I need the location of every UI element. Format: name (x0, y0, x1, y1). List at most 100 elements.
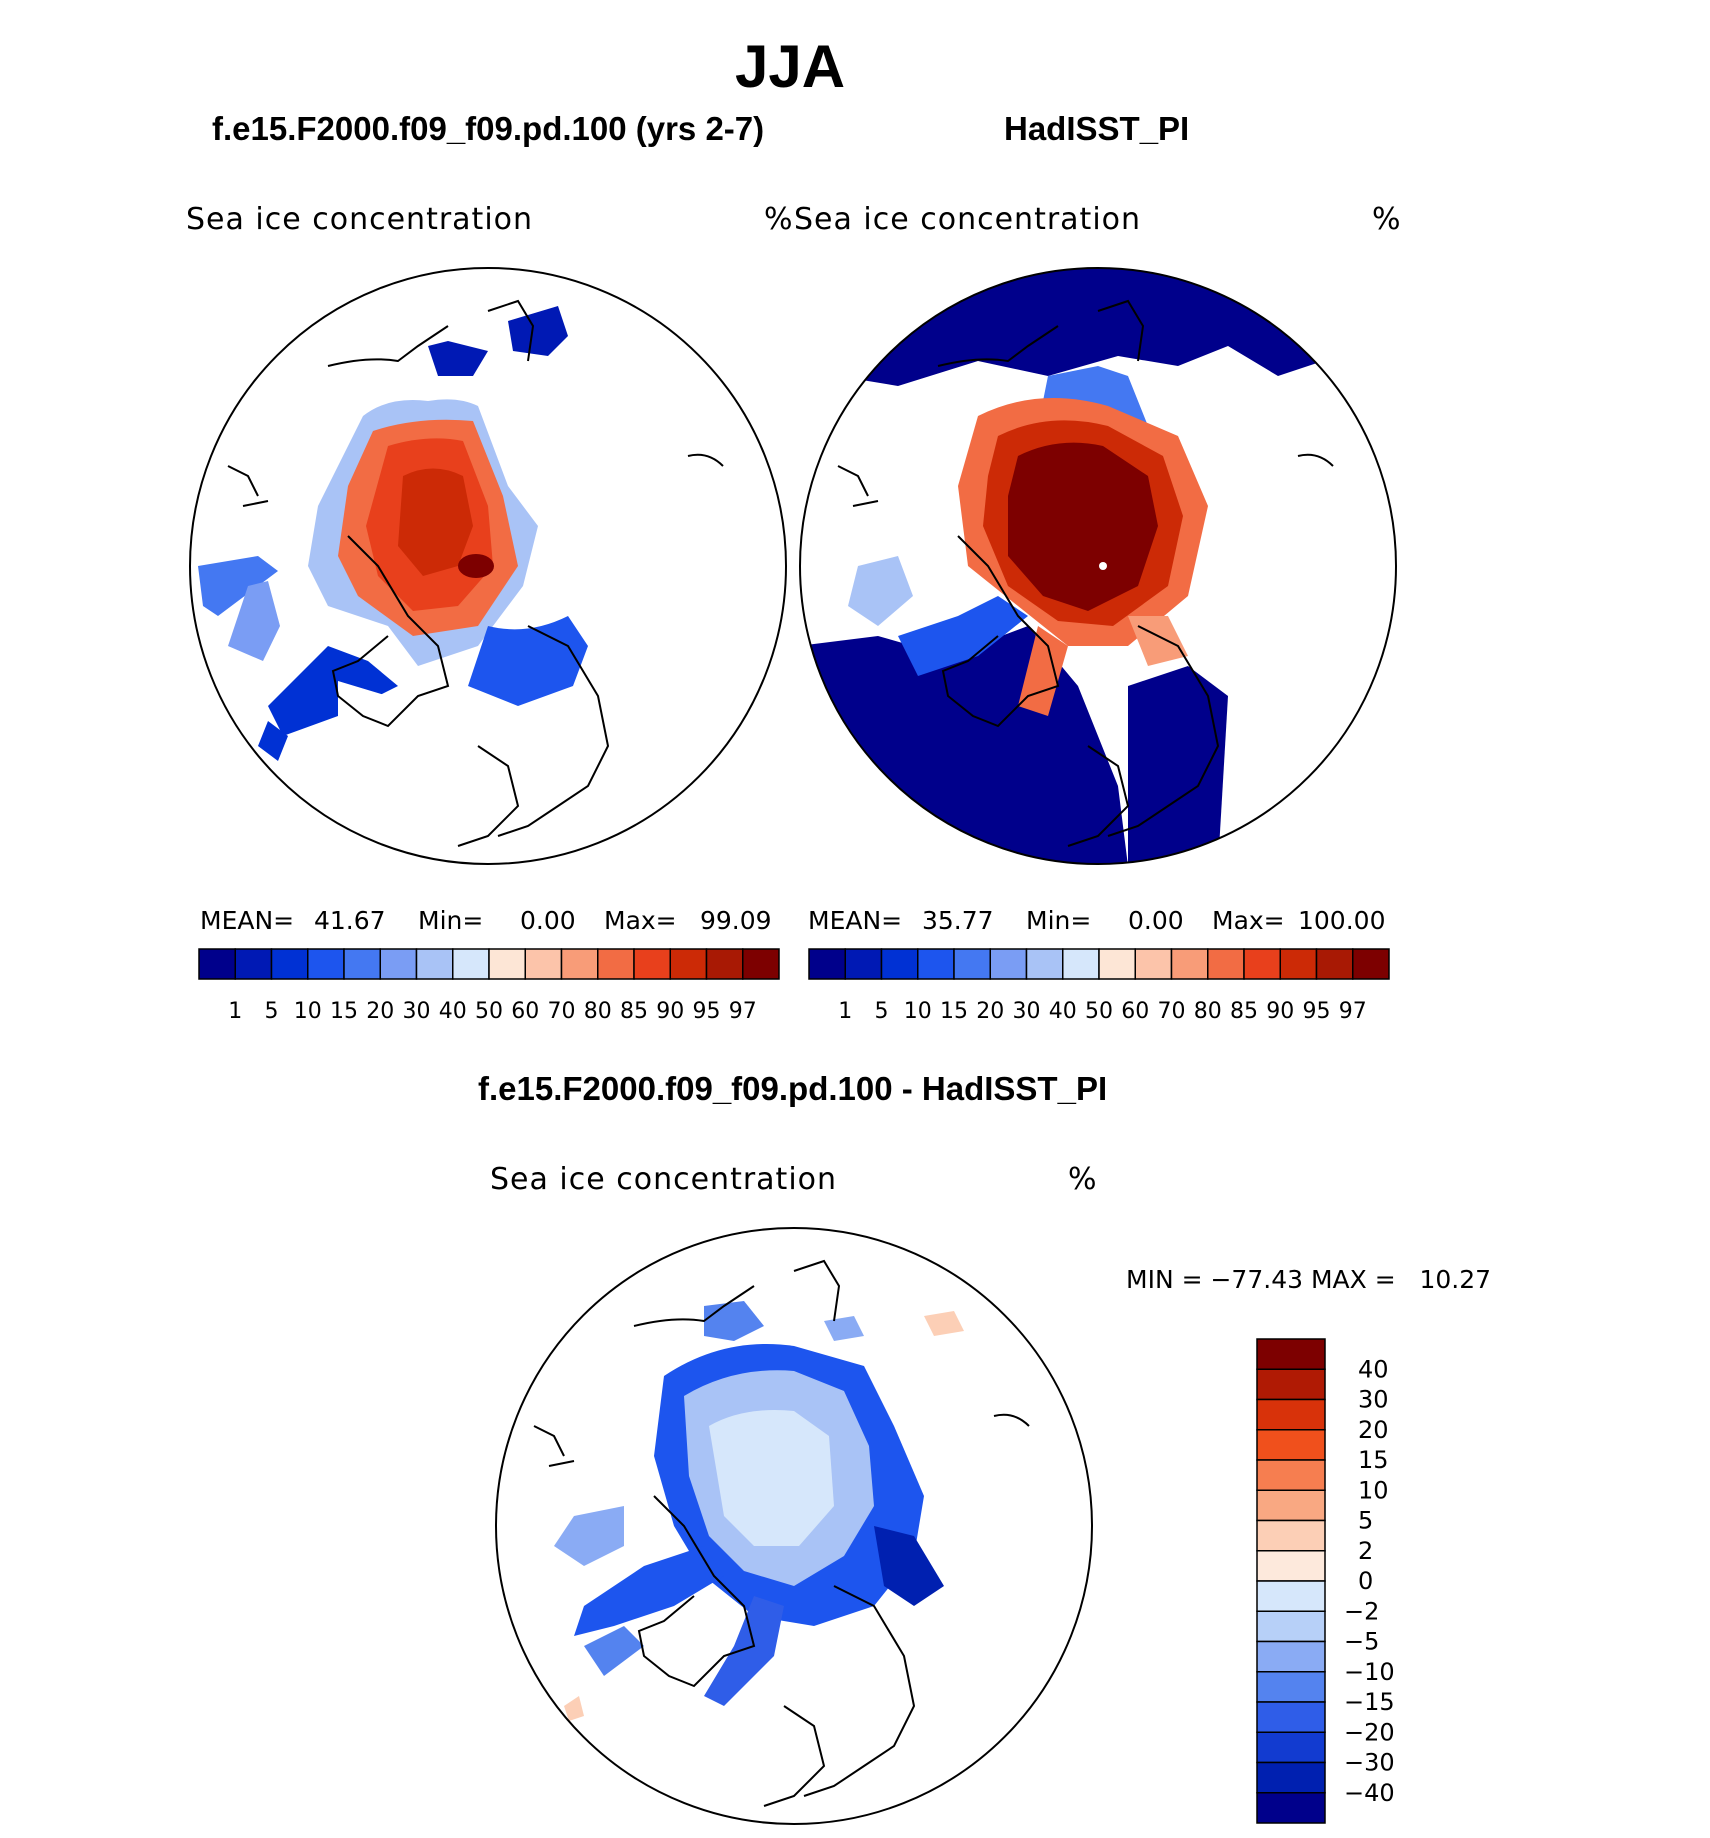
panel-diff-title: f.e15.F2000.f09_f09.pd.100 - HadISST_PI (478, 1070, 1108, 1107)
colorbar-diff-swatch (1256, 1761, 1326, 1794)
colorbar-obs-swatch (917, 948, 955, 980)
colorbar-diff-tick-label: 20 (1358, 1416, 1389, 1444)
colorbar-diff-tick-label: −40 (1344, 1779, 1395, 1807)
colorbar-diff-tick-label: 30 (1358, 1386, 1389, 1414)
colorbar-diff-swatch (1256, 1368, 1326, 1401)
colorbar-obs-swatch (1315, 948, 1354, 980)
panel-obs-max-label: Max= (1212, 906, 1285, 935)
panel-obs-variable-label: Sea ice concentration (794, 202, 1142, 237)
colorbar-diff-tick-label: −20 (1344, 1718, 1395, 1746)
colorbar-diff-tick-label: 10 (1358, 1476, 1389, 1504)
panel-model-mean: 41.67 (314, 906, 386, 935)
colorbar-obs-tick-label: 1 (838, 999, 852, 1024)
map-obs (799, 267, 1397, 865)
panel-diff-variable-label: Sea ice concentration (490, 1162, 838, 1197)
colorbar-model-tick-label: 10 (294, 999, 322, 1024)
colorbar-diff-tick-label: 2 (1358, 1537, 1373, 1565)
colorbar-obs-swatch (1098, 948, 1136, 980)
colorbar-diff-tick-label: −5 (1344, 1628, 1379, 1656)
panel-model-min: 0.00 (520, 906, 576, 935)
colorbar-diff-swatch (1256, 1610, 1326, 1643)
colorbar-diff-tick-label: 0 (1358, 1567, 1373, 1595)
colorbar-obs-tick-label: 70 (1158, 999, 1186, 1024)
colorbar-obs-tick-label: 20 (976, 999, 1004, 1024)
colorbar-model-tick-label: 40 (439, 999, 467, 1024)
panel-obs-mean-label: MEAN= (808, 906, 903, 935)
colorbar-diff-tick-label: 40 (1358, 1355, 1389, 1383)
colorbar-model-tick-label: 5 (265, 999, 279, 1024)
colorbar-diff-tick-label: −10 (1344, 1658, 1395, 1686)
colorbar-model-swatch (560, 948, 599, 980)
colorbar-diff-swatch (1256, 1580, 1326, 1612)
colorbar-diff-swatch (1256, 1338, 1326, 1370)
colorbar-diff-swatch (1256, 1671, 1326, 1703)
colorbar-model-tick-label: 85 (620, 999, 648, 1024)
colorbar-model-swatch (669, 948, 708, 980)
colorbar-obs-tick-label: 95 (1303, 999, 1331, 1024)
colorbar-model-swatch (488, 948, 526, 980)
colorbar-model: 1 5 10 15 20 30 40 50 60 70 80 85 90 95 97 (198, 948, 780, 1024)
colorbar-diff-tick-label: −30 (1344, 1749, 1395, 1777)
colorbar-obs-swatch (1025, 948, 1064, 980)
colorbar-obs-swatch (844, 948, 883, 980)
colorbar-model-tick-label: 15 (330, 999, 358, 1024)
colorbar-model-swatch (597, 948, 635, 980)
map-model (189, 267, 787, 865)
colorbar-diff-swatch (1256, 1640, 1326, 1673)
panel-obs-title: HadISST_PI (1004, 110, 1190, 147)
colorbar-model-swatch (742, 948, 780, 980)
colorbar-obs-tick-label: 50 (1085, 999, 1113, 1024)
colorbar-obs-swatch (1062, 948, 1100, 980)
colorbar-model-swatch (524, 948, 563, 980)
colorbar-obs-tick-label: 97 (1339, 999, 1367, 1024)
colorbar-diff-swatch (1256, 1731, 1326, 1764)
colorbar-obs-swatch (1207, 948, 1245, 980)
colorbar-diff-swatch (1256, 1519, 1326, 1552)
colorbar-model-tick-label: 60 (511, 999, 539, 1024)
colorbar-model-swatch (198, 948, 236, 980)
colorbar-diff-tick-label: 15 (1358, 1446, 1389, 1474)
colorbar-obs-swatch (1170, 948, 1209, 980)
colorbar-diff-swatch (1256, 1550, 1326, 1582)
colorbar-diff-swatch (1256, 1429, 1326, 1461)
colorbar-model-tick-label: 30 (403, 999, 431, 1024)
colorbar-obs-swatch (880, 948, 919, 980)
colorbar-diff-tick-label: 5 (1358, 1507, 1373, 1535)
colorbar-obs-swatch (1134, 948, 1173, 980)
colorbar-model-swatch (343, 948, 381, 980)
colorbar-model-tick-label: 80 (584, 999, 612, 1024)
colorbar-model-tick-label: 1 (228, 999, 242, 1024)
colorbar-obs-tick-label: 30 (1013, 999, 1041, 1024)
colorbar-model-tick-label: 70 (548, 999, 576, 1024)
colorbar-obs-swatch (989, 948, 1028, 980)
colorbar-diff-swatch (1256, 1489, 1326, 1522)
colorbar-model-swatch (452, 948, 490, 980)
colorbar-obs-swatch (1243, 948, 1281, 980)
colorbar-model-tick-label: 20 (366, 999, 394, 1024)
colorbar-diff-swatch (1256, 1701, 1326, 1733)
colorbar-obs-tick-label: 40 (1049, 999, 1077, 1024)
colorbar-model-swatch (705, 948, 744, 980)
panel-model-max-label: Max= (604, 906, 677, 935)
colorbar-model-swatch (270, 948, 309, 980)
colorbar-obs-tick-label: 90 (1266, 999, 1294, 1024)
colorbar-obs-swatch (1279, 948, 1318, 980)
colorbar-diff-swatch (1256, 1792, 1326, 1824)
panel-model-max: 99.09 (700, 906, 772, 935)
colorbar-obs-swatch (953, 948, 991, 980)
colorbar-model-swatch (415, 948, 454, 980)
figure-title: JJA (734, 33, 846, 100)
colorbar-obs-tick-label: 80 (1194, 999, 1222, 1024)
colorbar-diff-tick-label: −2 (1344, 1597, 1379, 1625)
colorbar-diff-swatch (1256, 1398, 1326, 1431)
colorbar-diff-swatch (1256, 1459, 1326, 1491)
panel-obs-max: 100.00 (1298, 906, 1386, 935)
colorbar-model-swatch (234, 948, 273, 980)
colorbar-model-tick-label: 50 (475, 999, 503, 1024)
colorbar-model-swatch (307, 948, 345, 980)
colorbar-obs: 1 5 10 15 20 30 40 50 60 70 80 85 90 95 97 (808, 948, 1390, 1024)
colorbar-model-tick-label: 95 (693, 999, 721, 1024)
panel-obs-min: 0.00 (1128, 906, 1184, 935)
colorbar-model-tick-label: 90 (656, 999, 684, 1024)
panel-model-variable-label: Sea ice concentration (186, 202, 534, 237)
